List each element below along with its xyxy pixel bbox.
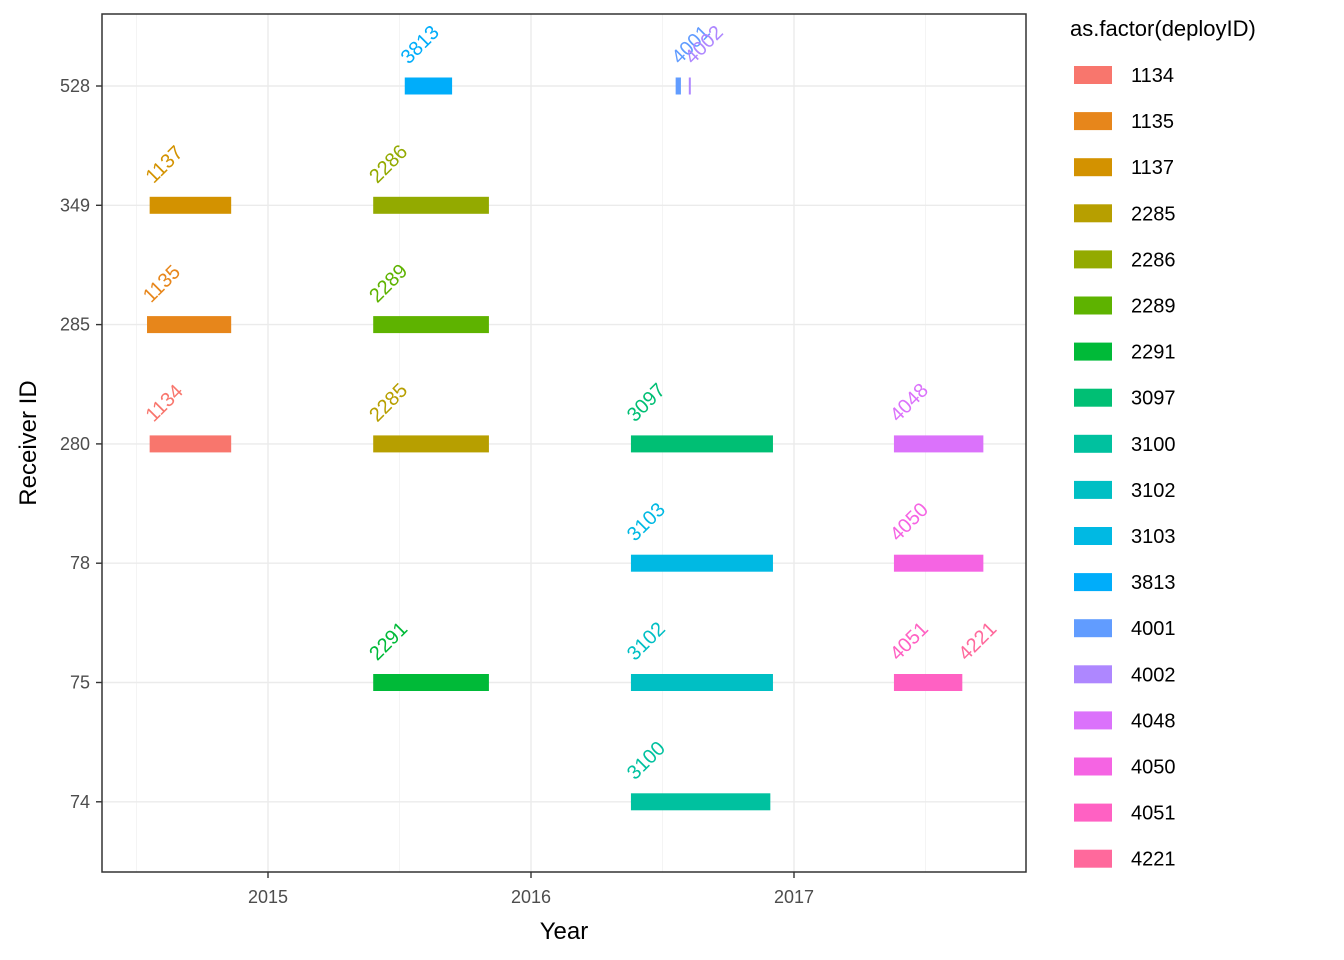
legend-label-2285: 2285 xyxy=(1131,203,1176,225)
grid xyxy=(102,14,1026,872)
legend-key-4221 xyxy=(1074,849,1112,868)
legend-key-4002 xyxy=(1074,665,1112,684)
deployment-bar-3813 xyxy=(404,77,453,95)
deployment-bar-4001 xyxy=(675,77,681,95)
y-tick-label: 78 xyxy=(70,553,90,573)
legend-label-4001: 4001 xyxy=(1131,618,1176,640)
deployment-bar-2289 xyxy=(373,316,489,334)
legend-key-3813 xyxy=(1074,573,1112,592)
panel-border xyxy=(101,13,1027,873)
deployment-bar-1134 xyxy=(149,435,232,453)
legend-label-2291: 2291 xyxy=(1131,342,1176,364)
y-axis: 74 75 78 280 285 349 528 xyxy=(60,76,102,812)
deployment-bar-1135 xyxy=(147,316,232,334)
legend-key-1135 xyxy=(1074,112,1112,131)
y-axis-title: Receiver ID xyxy=(15,380,42,505)
legend-key-2285 xyxy=(1074,204,1112,223)
legend-label-1134: 1134 xyxy=(1131,65,1174,87)
deployment-bar-2285 xyxy=(373,435,489,453)
x-tick-label: 2016 xyxy=(511,887,551,907)
deployment-bar-2291 xyxy=(373,674,489,691)
legend-label-3103: 3103 xyxy=(1131,526,1176,548)
legend-label-2286: 2286 xyxy=(1131,249,1176,271)
y-tick-label: 528 xyxy=(60,76,90,96)
legend-key-2286 xyxy=(1074,250,1112,269)
deployment-bar-2286 xyxy=(373,196,489,214)
deployment-bar-3102 xyxy=(630,674,773,691)
deployment-bar-4051 xyxy=(893,674,963,691)
legend-label-4221: 4221 xyxy=(1131,849,1176,871)
legend-label-3813: 3813 xyxy=(1131,572,1176,594)
legend-key-3103 xyxy=(1074,527,1112,545)
legend-key-4050 xyxy=(1074,757,1112,776)
legend-label-3102: 3102 xyxy=(1131,480,1176,502)
legend-label-3100: 3100 xyxy=(1131,434,1176,456)
legend-title: as.factor(deployID) xyxy=(1070,16,1256,41)
legend-label-4050: 4050 xyxy=(1131,757,1176,779)
deployment-bar-1137 xyxy=(149,196,232,214)
bars xyxy=(147,77,984,811)
deployment-bar-3103 xyxy=(630,554,773,572)
x-axis: 2015 2016 2017 xyxy=(248,872,814,907)
legend-key-4051 xyxy=(1074,803,1112,822)
x-tick-label: 2017 xyxy=(774,887,814,907)
y-tick-label: 285 xyxy=(60,315,90,335)
legend-label-4048: 4048 xyxy=(1131,710,1176,732)
deployment-bar-4048 xyxy=(893,435,984,453)
legend-key-4001 xyxy=(1074,619,1112,638)
y-tick-label: 280 xyxy=(60,434,90,454)
legend-key-4048 xyxy=(1074,711,1112,730)
x-tick-label: 2015 xyxy=(248,887,288,907)
legend-label-2289: 2289 xyxy=(1131,296,1176,318)
deployment-bar-4002 xyxy=(688,77,691,95)
legend-key-1134 xyxy=(1074,66,1112,84)
legend: 1134 1135 1137 2285 2286 2289 2291 3097 3100 3102… xyxy=(1074,65,1176,871)
legend-key-3102 xyxy=(1074,480,1112,499)
y-tick-label: 75 xyxy=(70,673,90,693)
deployment-bar-4050 xyxy=(893,554,984,572)
deployment-bar-3097 xyxy=(630,435,773,453)
x-axis-title: Year xyxy=(540,918,589,945)
legend-label-4051: 4051 xyxy=(1131,803,1176,825)
legend-key-2289 xyxy=(1074,296,1112,315)
legend-key-3097 xyxy=(1074,388,1112,407)
legend-label-4002: 4002 xyxy=(1131,664,1176,686)
legend-key-3100 xyxy=(1074,434,1112,453)
y-tick-label: 349 xyxy=(60,195,90,215)
legend-key-2291 xyxy=(1074,342,1112,361)
legend-label-1137: 1137 xyxy=(1131,157,1174,179)
deployment-bar-3100 xyxy=(630,793,771,811)
legend-label-3097: 3097 xyxy=(1131,388,1176,410)
legend-key-1137 xyxy=(1074,158,1112,177)
legend-label-1135: 1135 xyxy=(1131,111,1174,133)
y-tick-label: 74 xyxy=(70,792,90,812)
